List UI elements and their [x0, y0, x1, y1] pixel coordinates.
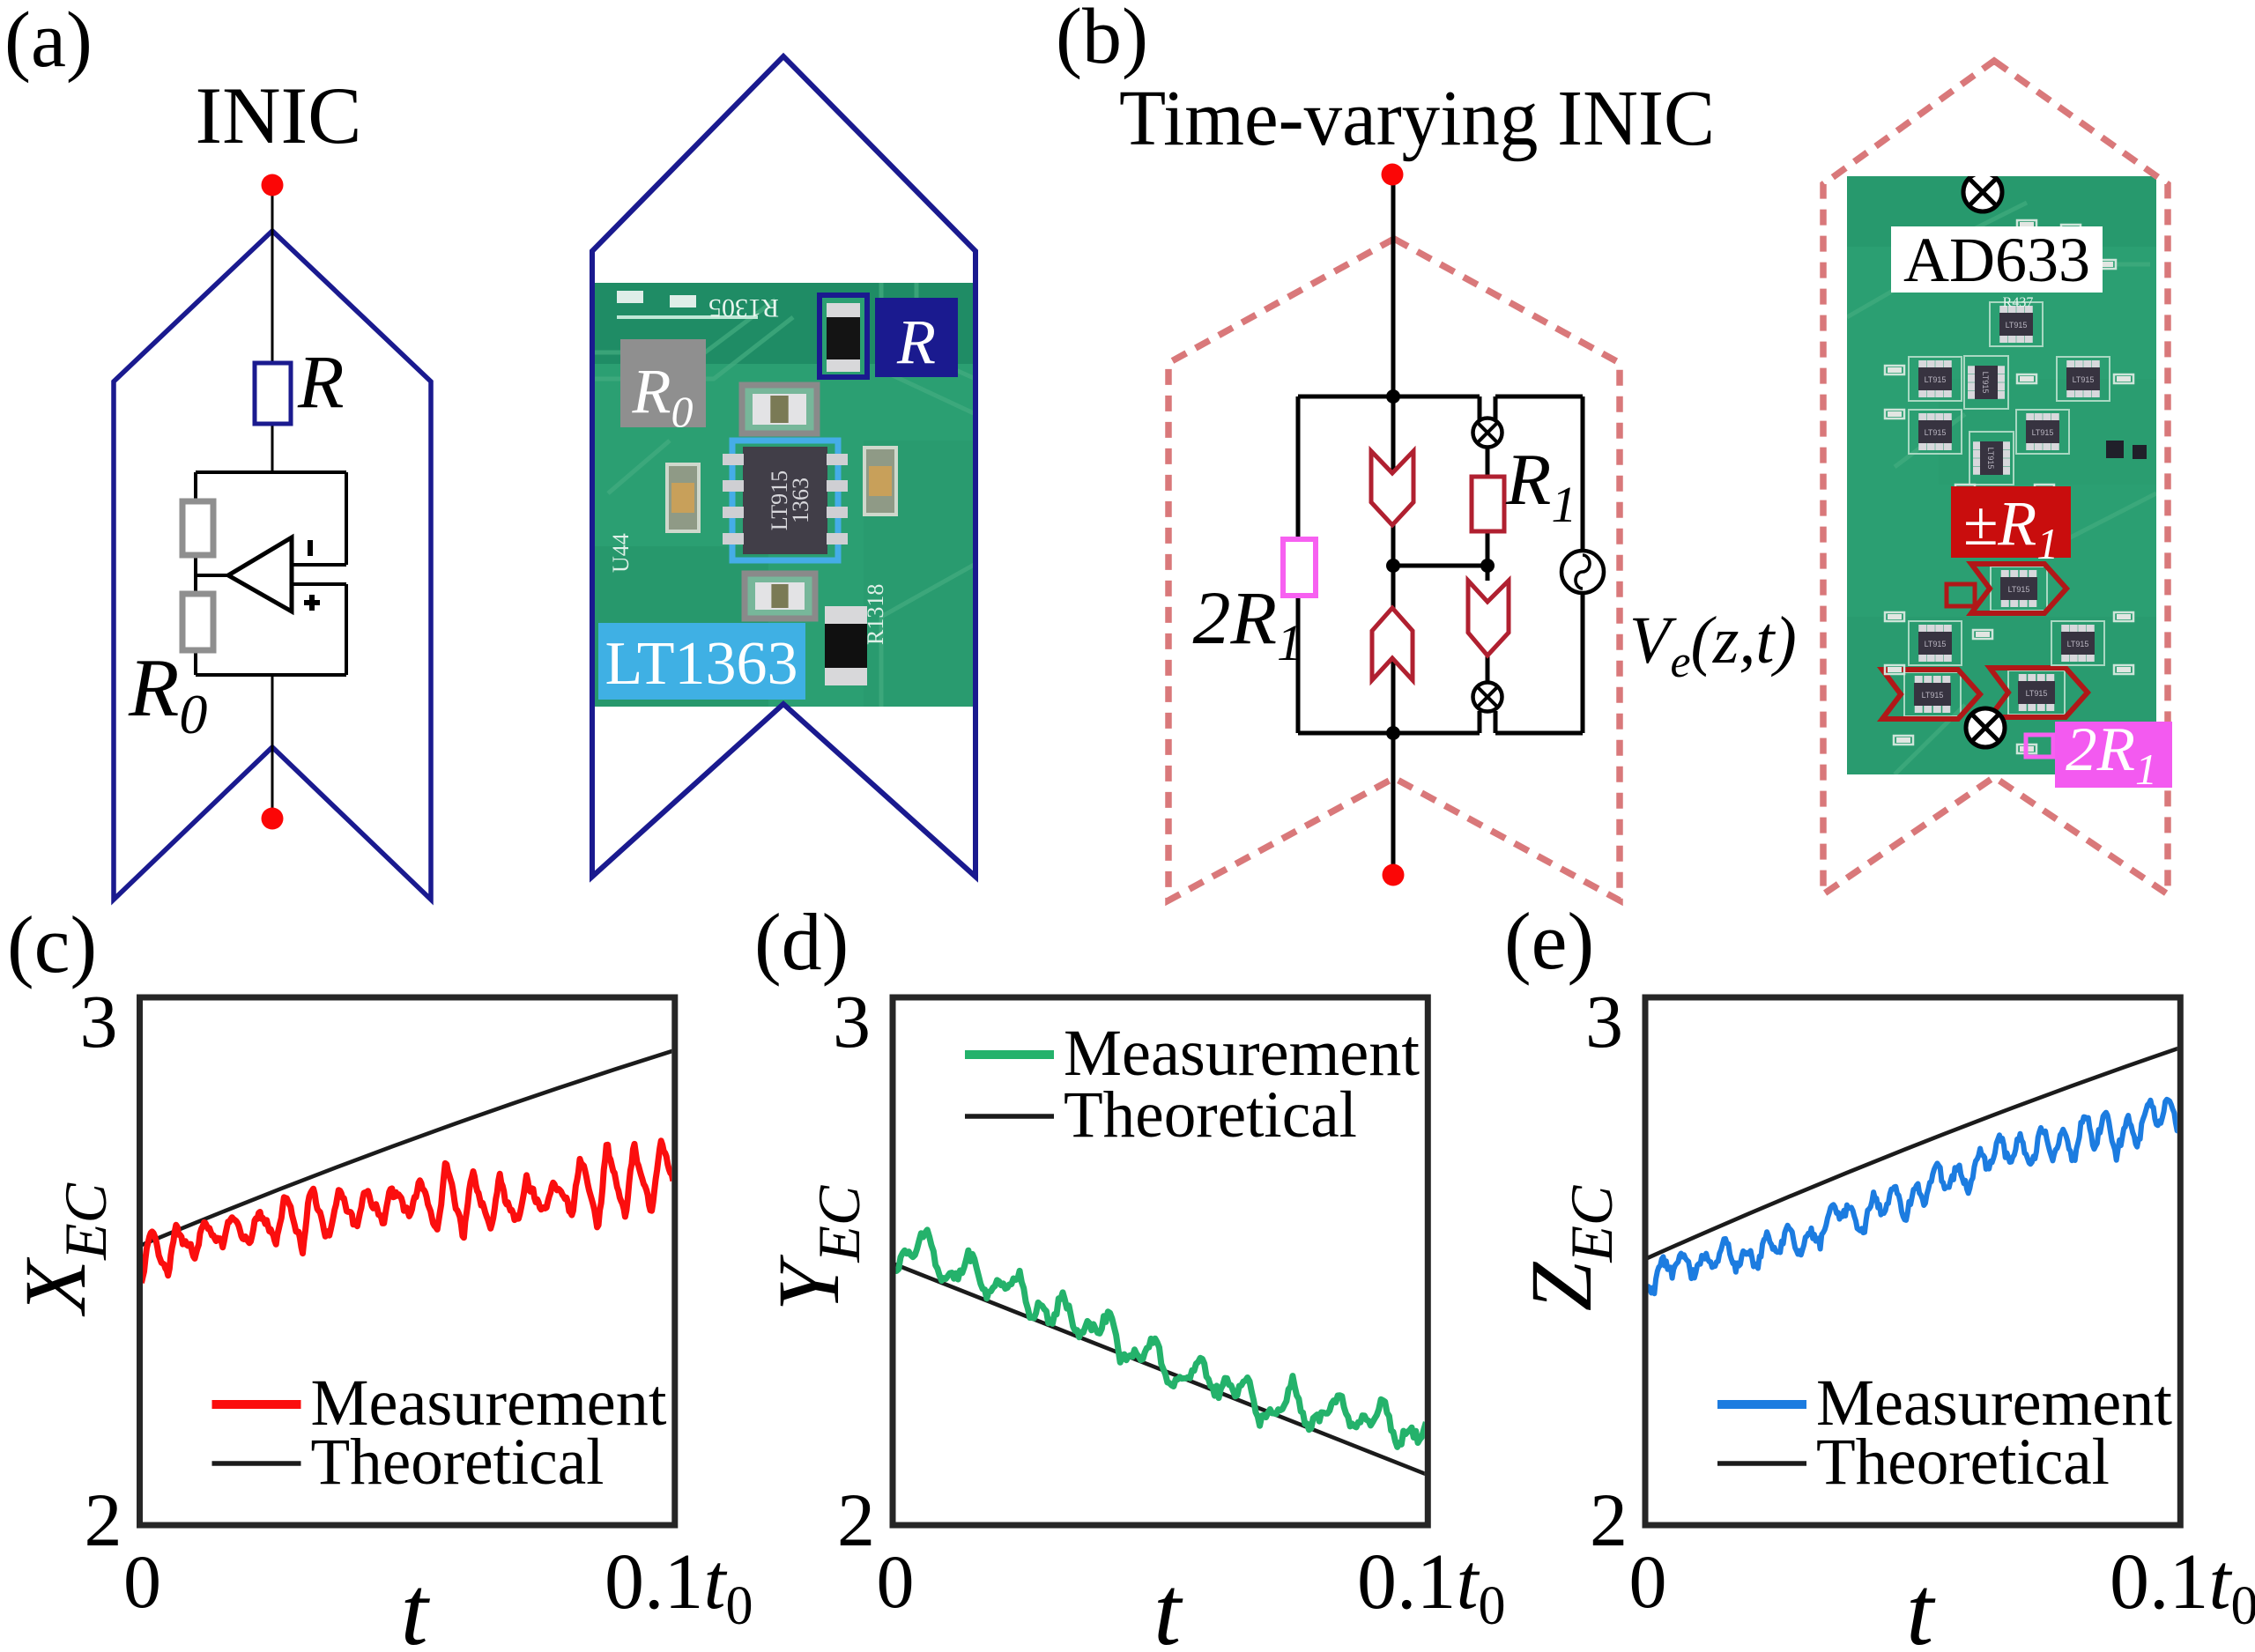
svg-text:Measurement: Measurement: [1816, 1367, 2172, 1440]
svg-text:2: 2: [837, 1478, 875, 1562]
svg-text:R0: R0: [128, 642, 207, 745]
svg-text:R1318: R1318: [863, 584, 888, 645]
svg-text:LT915: LT915: [2008, 585, 2030, 594]
svg-text:0: 0: [1629, 1539, 1667, 1624]
svg-text:2: 2: [1590, 1478, 1628, 1562]
svg-text:0.1t0: 0.1t0: [2110, 1538, 2255, 1636]
svg-text:LT915: LT915: [2067, 640, 2089, 648]
svg-text:Ve(z,t): Ve(z,t): [1629, 604, 1797, 687]
svg-text:3: 3: [1585, 979, 1623, 1063]
svg-text:0: 0: [123, 1539, 161, 1624]
svg-text:3: 3: [80, 979, 118, 1063]
svg-text:2: 2: [85, 1478, 122, 1562]
svg-text:LT915: LT915: [2073, 375, 2095, 384]
svg-text:LT915: LT915: [1981, 372, 1990, 394]
svg-text:R1305: R1305: [708, 293, 779, 322]
svg-text:LT915: LT915: [1986, 448, 1995, 470]
svg-text:t: t: [401, 1557, 431, 1652]
svg-text:1363: 1363: [788, 478, 813, 523]
svg-text:LT915: LT915: [1925, 375, 1947, 384]
svg-text:R: R: [896, 307, 936, 377]
svg-text:INIC: INIC: [195, 70, 361, 160]
svg-text:R437: R437: [2003, 295, 2034, 310]
svg-text:Theoretical: Theoretical: [1816, 1426, 2110, 1499]
svg-text:(a): (a): [4, 0, 93, 84]
svg-text:LT915: LT915: [767, 470, 792, 530]
svg-text:t: t: [1153, 1557, 1183, 1652]
svg-text:LT915: LT915: [2006, 321, 2028, 330]
svg-text:U44: U44: [608, 533, 634, 573]
svg-text:3: 3: [833, 979, 871, 1063]
svg-text:(d): (d): [754, 897, 849, 987]
svg-text:LT915: LT915: [1925, 640, 1947, 648]
svg-text:Measurement: Measurement: [1064, 1017, 1420, 1090]
svg-text:Time-varying INIC: Time-varying INIC: [1119, 75, 1715, 162]
svg-text:(c): (c): [7, 900, 97, 989]
svg-text:LT915: LT915: [2032, 428, 2054, 437]
svg-text:AD633: AD633: [1903, 225, 2090, 295]
svg-text:LT915: LT915: [2026, 689, 2048, 698]
svg-text:0: 0: [877, 1539, 915, 1624]
svg-text:LT915: LT915: [1925, 428, 1947, 437]
svg-text:(e): (e): [1504, 896, 1594, 986]
svg-text:Measurement: Measurement: [311, 1367, 667, 1440]
svg-text:t: t: [1906, 1557, 1936, 1652]
svg-text:Theoretical: Theoretical: [1064, 1078, 1357, 1152]
svg-text:LT1363: LT1363: [605, 630, 797, 698]
svg-text:LT915: LT915: [1922, 691, 1944, 700]
svg-text:(b): (b): [1056, 0, 1148, 80]
svg-text:Theoretical: Theoretical: [311, 1426, 605, 1499]
svg-text:R: R: [297, 339, 345, 424]
